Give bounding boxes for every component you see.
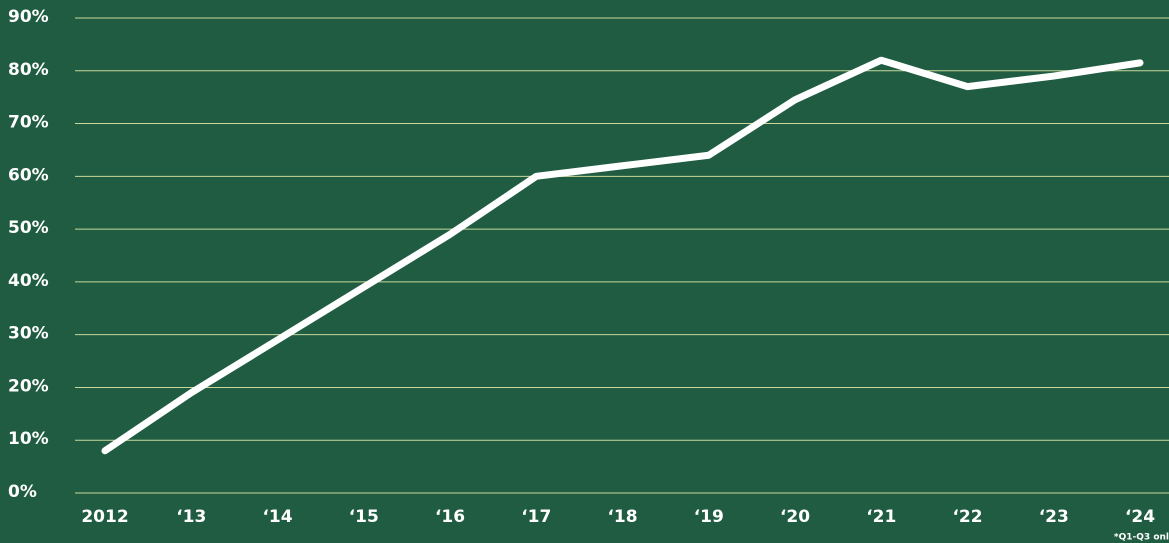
x-tick-label: ‘21 xyxy=(866,507,896,527)
x-tick-label: ‘22 xyxy=(952,507,982,527)
y-tick-label: 80% xyxy=(8,60,49,80)
x-tick-label: ‘13 xyxy=(176,507,206,527)
y-tick-label: 70% xyxy=(8,113,49,133)
x-tick-label: ‘24 xyxy=(1125,507,1155,527)
y-tick-label: 40% xyxy=(8,271,49,291)
x-tick-label: ‘16 xyxy=(435,507,465,527)
y-tick-label: 90% xyxy=(8,7,49,27)
y-tick-label: 10% xyxy=(8,429,49,449)
x-tick-label: ‘19 xyxy=(694,507,724,527)
x-tick-label: ‘23 xyxy=(1039,507,1069,527)
y-tick-label: 30% xyxy=(8,324,49,344)
x-tick-label: 2012 xyxy=(81,507,128,527)
x-tick-label: ‘15 xyxy=(349,507,379,527)
annotation: *Q1-Q3 onl xyxy=(1114,533,1169,543)
y-tick-label: 20% xyxy=(8,376,49,396)
x-tick-label: ‘14 xyxy=(262,507,292,527)
y-tick-label: 50% xyxy=(8,218,49,238)
x-tick-label: ‘17 xyxy=(521,507,551,527)
y-tick-label: 0% xyxy=(8,482,37,502)
x-tick-label: ‘18 xyxy=(607,507,637,527)
line xyxy=(101,56,1144,455)
y-tick-label: 60% xyxy=(8,165,49,185)
x-tick-label: ‘20 xyxy=(780,507,810,527)
